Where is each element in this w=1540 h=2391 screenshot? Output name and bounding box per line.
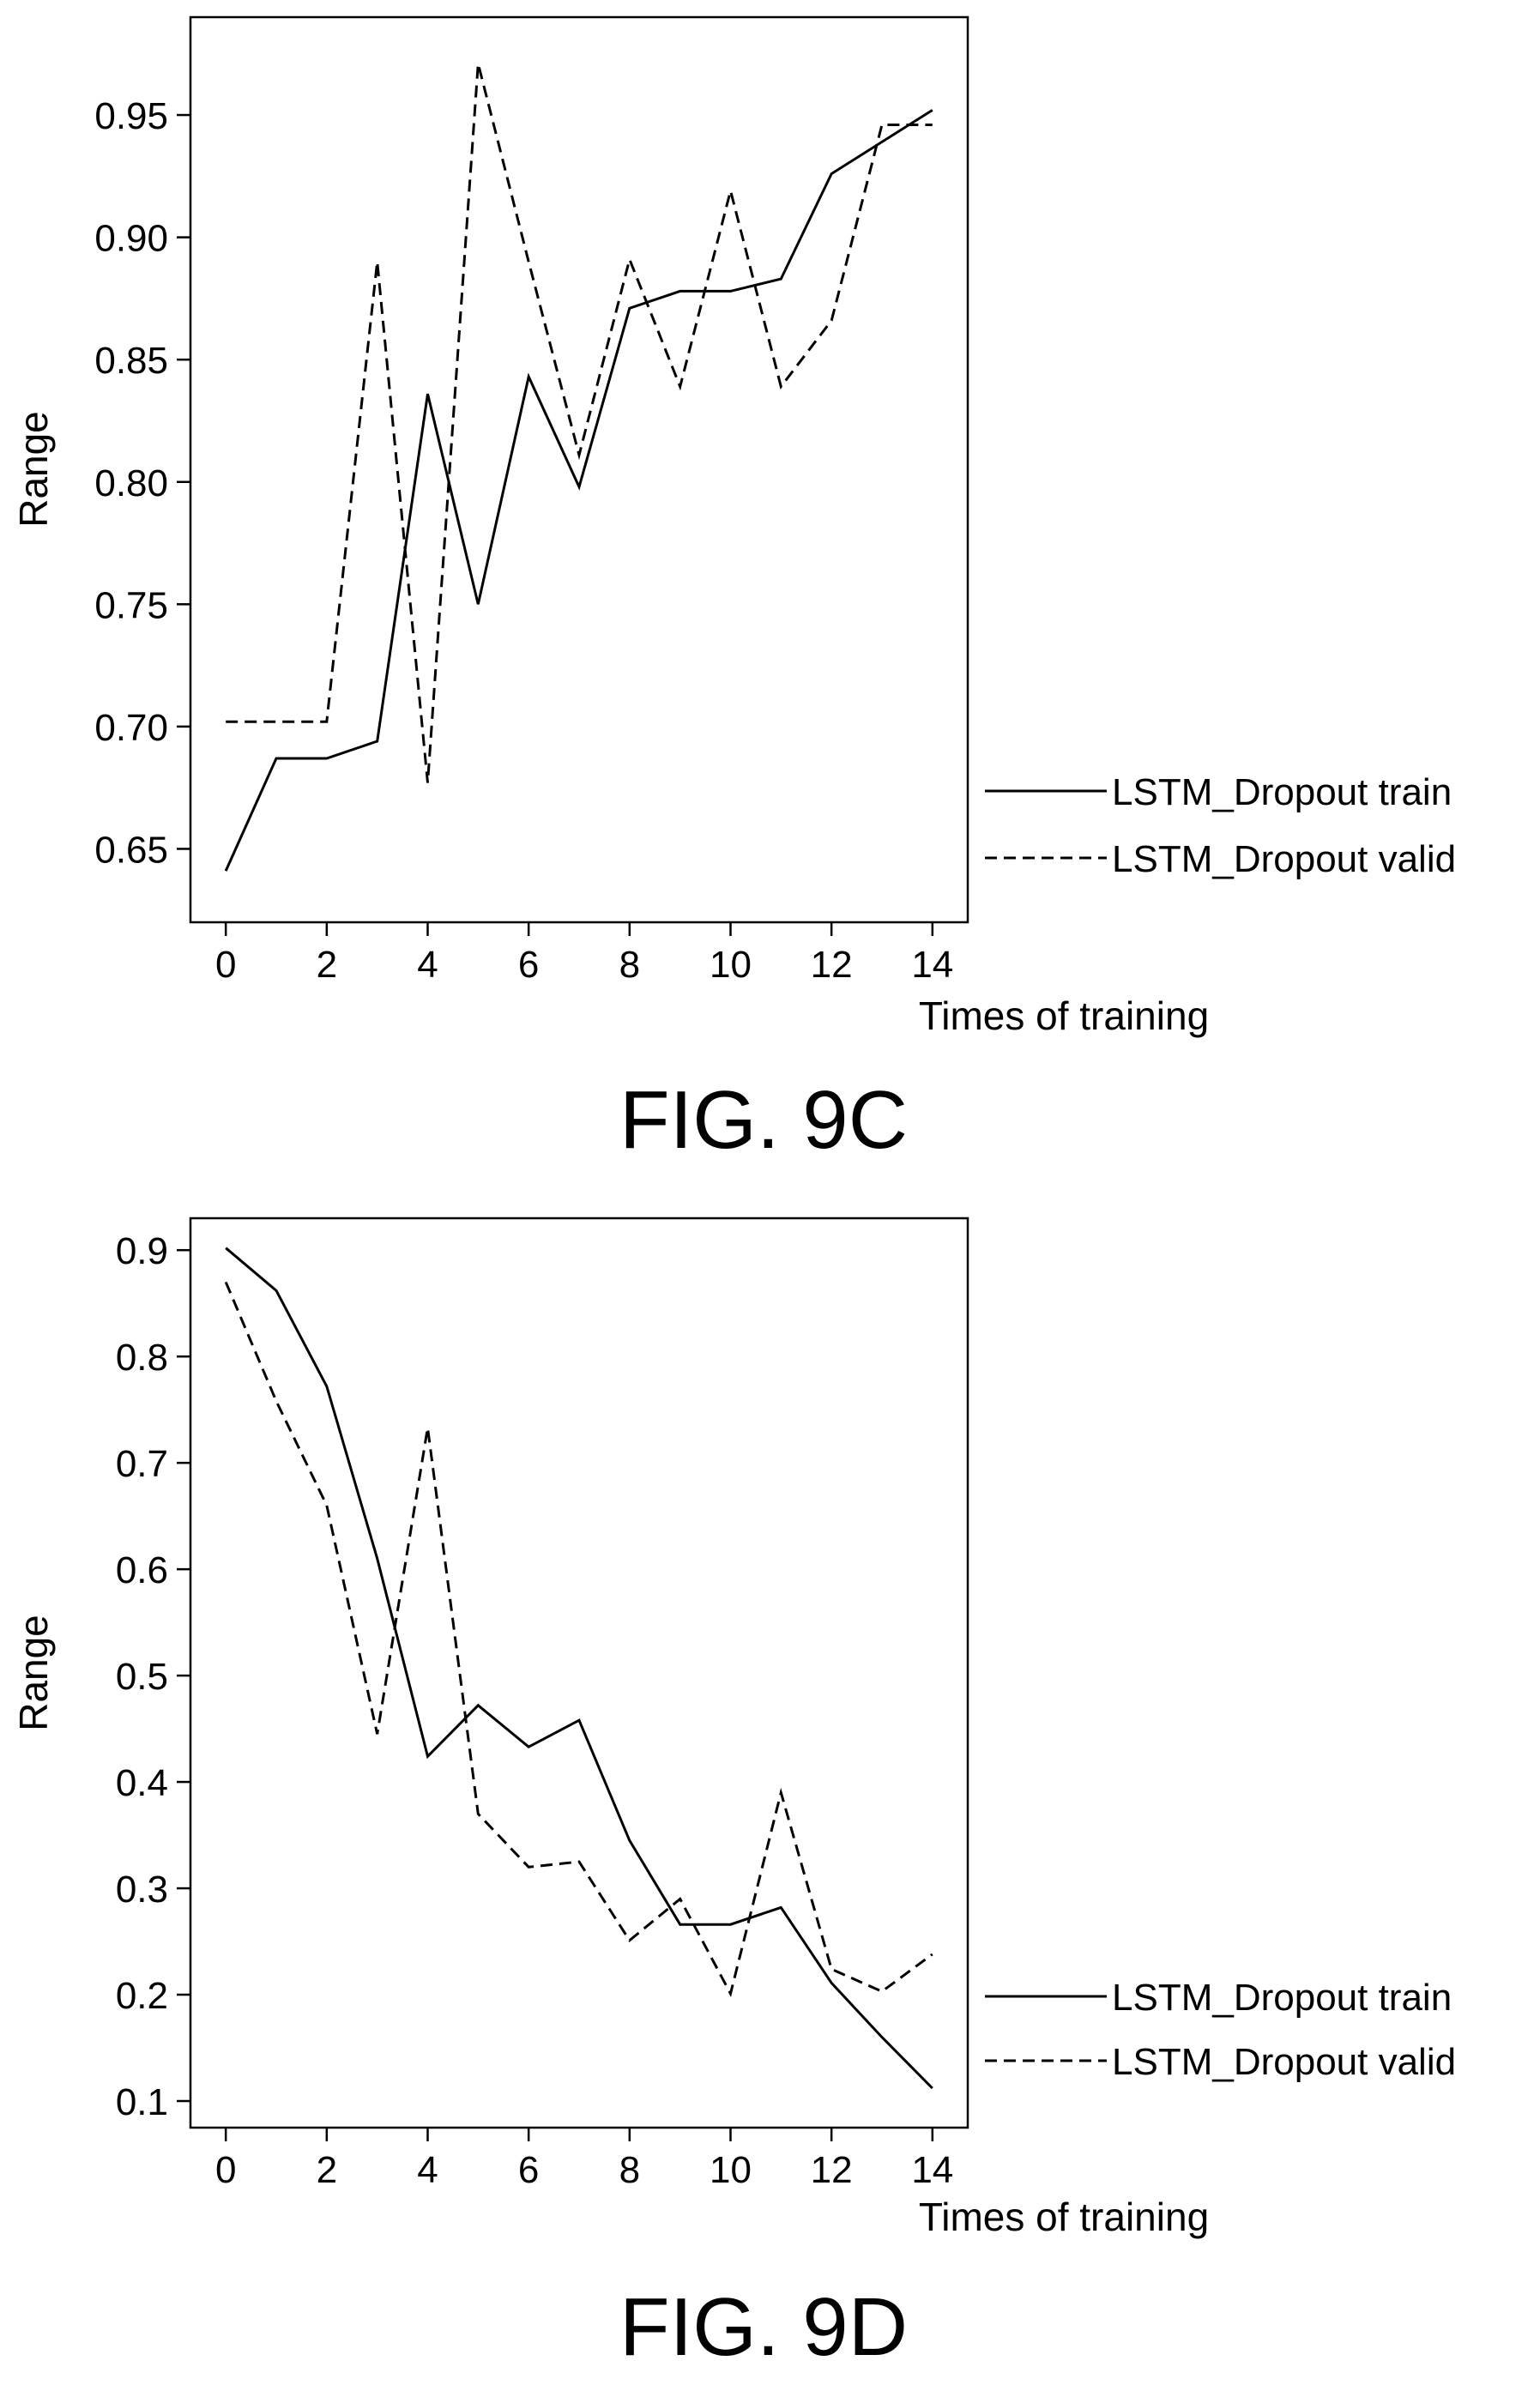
x-tick-label: 0 — [215, 944, 236, 986]
y-tick-label: 0.1 — [116, 2081, 168, 2123]
series-line-train — [225, 1247, 933, 2090]
y-tick-label: 0.65 — [94, 829, 168, 871]
x-tick-label: 10 — [710, 944, 752, 986]
y-axis-label: Range — [11, 411, 56, 528]
x-tick-label: 0 — [215, 2149, 236, 2191]
x-tick-label: 6 — [518, 2149, 539, 2191]
y-tick-label: 0.2 — [116, 1975, 168, 2017]
x-tick-label: 2 — [317, 944, 337, 986]
y-tick-label: 0.90 — [94, 218, 168, 260]
x-axis-label: Times of training — [919, 2195, 1209, 2239]
legend-label-valid: LSTM_Dropout valid — [1112, 838, 1456, 880]
legend-label-valid: LSTM_Dropout valid — [1112, 2041, 1456, 2083]
legend-label-train: LSTM_Dropout train — [1112, 771, 1452, 813]
x-tick-label: 6 — [518, 944, 539, 986]
y-tick-label: 0.70 — [94, 707, 168, 749]
chart-fig-9c: 0.65 0.70 0.75 0.80 0.85 0.90 0.95 0 2 4 6 8 10 12 14 T… — [11, 15, 1456, 1038]
plot-frame — [189, 1217, 969, 2129]
series-line-valid — [224, 1281, 933, 1997]
figure-caption-9d: FIG. 9D — [619, 2281, 908, 2373]
y-tick-label: 0.80 — [94, 462, 168, 504]
x-tick-label: 10 — [710, 2149, 752, 2191]
y-tick-label: 0.5 — [116, 1656, 168, 1698]
figure-caption-9c: FIG. 9C — [619, 1074, 908, 1166]
y-tick-label: 0.9 — [116, 1230, 168, 1272]
y-tick-label: 0.85 — [94, 340, 168, 382]
x-tick-label: 14 — [911, 944, 953, 986]
y-tick-label: 0.7 — [116, 1443, 168, 1485]
x-tick-label: 8 — [619, 2149, 640, 2191]
y-tick-label: 0.75 — [94, 584, 168, 626]
y-tick-label: 0.8 — [116, 1337, 168, 1379]
legend-label-train: LSTM_Dropout train — [1112, 1977, 1452, 2019]
y-tick-label: 0.4 — [116, 1762, 168, 1804]
x-tick-label: 2 — [317, 2149, 337, 2191]
x-tick-label: 4 — [417, 2149, 438, 2191]
x-tick-label: 8 — [619, 944, 640, 986]
x-tick-label: 4 — [417, 944, 438, 986]
x-tick-label: 12 — [811, 2149, 853, 2191]
x-tick-label: 14 — [911, 2149, 953, 2191]
x-axis-label: Times of training — [919, 993, 1209, 1038]
series-line-valid — [226, 63, 933, 783]
x-tick-label: 12 — [811, 944, 853, 986]
y-axis-label: Range — [11, 1615, 56, 1731]
series-line-train — [224, 109, 933, 872]
chart-fig-9d: 0.1 0.2 0.3 0.4 0.5 0.6 0.7 0.8 0.9 0 2 4 6 8 10 12 14Ti… — [11, 1217, 1456, 2239]
y-tick-label: 0.3 — [116, 1869, 168, 1911]
y-tick-label: 0.95 — [94, 95, 168, 137]
plot-frame — [189, 15, 969, 924]
y-tick-label: 0.6 — [116, 1549, 168, 1591]
